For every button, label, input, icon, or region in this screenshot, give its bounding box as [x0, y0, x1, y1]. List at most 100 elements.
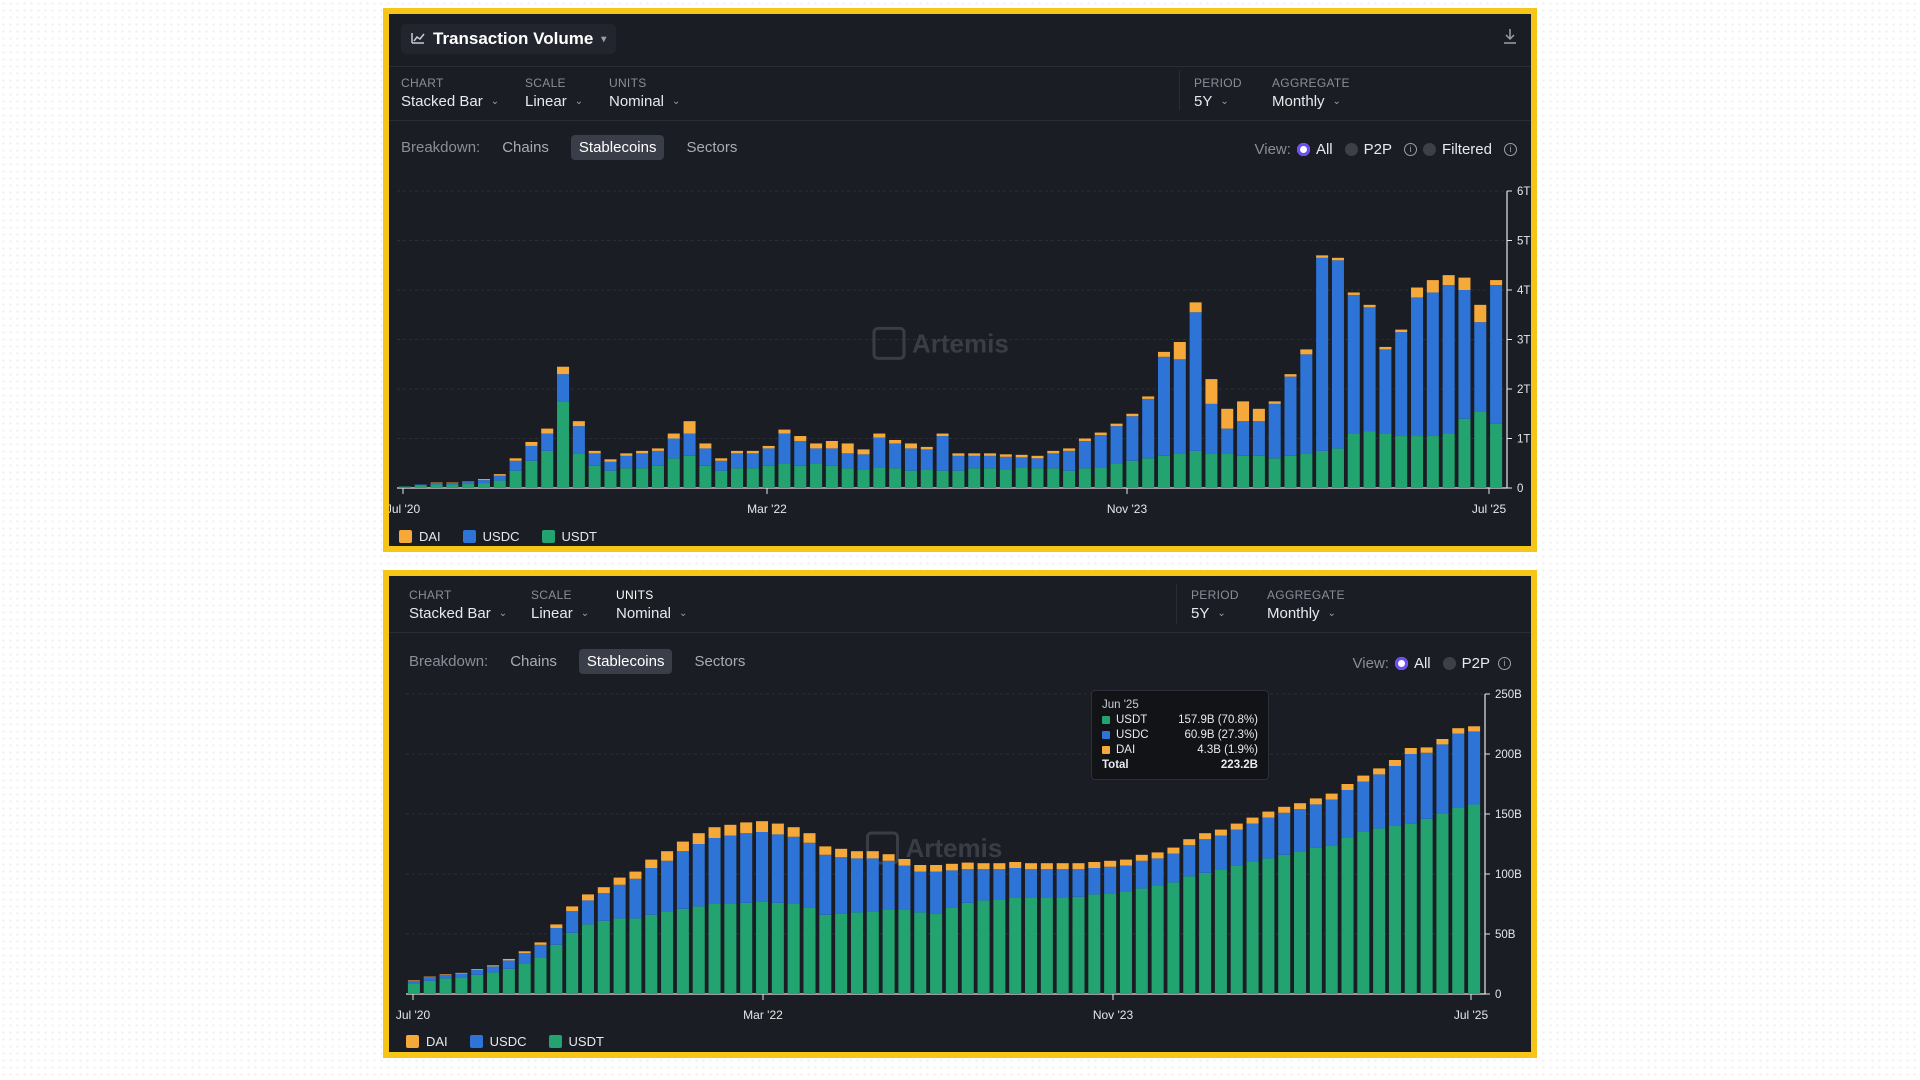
- bar-segment-dai[interactable]: [1411, 287, 1424, 298]
- bar-segment-dai[interactable]: [1040, 863, 1053, 870]
- units-control[interactable]: UNITS Nominal ⌄: [609, 76, 681, 110]
- bar-segment-dai[interactable]: [866, 851, 879, 859]
- view-filtered-radio[interactable]: [1422, 143, 1436, 156]
- bar-segment-usdc[interactable]: [841, 453, 854, 469]
- bar-segment-dai[interactable]: [534, 942, 547, 945]
- bar-segment-usdc[interactable]: [699, 448, 712, 466]
- bar-segment-usdc[interactable]: [1173, 359, 1186, 454]
- bar-segment-usdc[interactable]: [692, 844, 705, 907]
- bar-segment-dai[interactable]: [952, 453, 965, 456]
- bar-segment-usdt[interactable]: [993, 899, 1006, 994]
- bar-segment-dai[interactable]: [1252, 408, 1265, 422]
- bar-segment-usdc[interactable]: [993, 869, 1006, 900]
- bar-segment-usdt[interactable]: [667, 458, 680, 488]
- bar-segment-usdc[interactable]: [493, 475, 506, 481]
- bar-segment-dai[interactable]: [613, 877, 626, 885]
- bar-segment-usdt[interactable]: [936, 470, 949, 488]
- bar-segment-dai[interactable]: [1474, 304, 1487, 323]
- bar-segment-usdc[interactable]: [1031, 458, 1044, 469]
- bar-segment-usdt[interactable]: [1126, 460, 1139, 488]
- bar-segment-usdt[interactable]: [1388, 826, 1401, 994]
- bar-segment-usdt[interactable]: [850, 912, 863, 994]
- bar-segment-dai[interactable]: [993, 863, 1006, 870]
- view-all-radio[interactable]: [1394, 657, 1408, 670]
- bar-segment-dai[interactable]: [1341, 784, 1354, 790]
- bar-segment-dai[interactable]: [629, 871, 642, 879]
- bar-segment-usdt[interactable]: [1088, 894, 1101, 994]
- legend-item-usdt[interactable]: USDT: [548, 1034, 604, 1049]
- bar-segment-dai[interactable]: [1373, 768, 1386, 775]
- bar-segment-usdt[interactable]: [692, 906, 705, 994]
- bar-segment-dai[interactable]: [1278, 806, 1291, 813]
- bar-segment-dai[interactable]: [756, 821, 769, 832]
- chart-type-control[interactable]: CHART Stacked Bar ⌄: [409, 588, 508, 622]
- bar-segment-dai[interactable]: [1309, 798, 1322, 805]
- bar-segment-usdt[interactable]: [398, 486, 411, 488]
- bar-segment-usdc[interactable]: [581, 900, 594, 925]
- bar-segment-usdt[interactable]: [1379, 433, 1392, 488]
- bar-segment-dai[interactable]: [604, 459, 617, 462]
- bar-segment-dai[interactable]: [471, 969, 484, 970]
- tab-chains[interactable]: Chains: [502, 139, 549, 156]
- bar-segment-dai[interactable]: [525, 441, 538, 446]
- bar-segment-usdt[interactable]: [1363, 431, 1376, 488]
- bar-segment-usdt[interactable]: [1411, 436, 1424, 488]
- bar-segment-usdt[interactable]: [699, 465, 712, 488]
- bar-segment-usdt[interactable]: [866, 911, 879, 994]
- bar-segment-dai[interactable]: [803, 833, 816, 843]
- bar-segment-dai[interactable]: [557, 366, 570, 375]
- bar-segment-usdc[interactable]: [898, 865, 911, 910]
- bar-segment-usdc[interactable]: [1309, 804, 1322, 848]
- bar-segment-usdt[interactable]: [1420, 818, 1433, 994]
- bar-segment-usdt[interactable]: [1347, 433, 1360, 488]
- bar-segment-dai[interactable]: [1379, 346, 1392, 350]
- bar-segment-usdc[interactable]: [477, 480, 490, 484]
- bar-segment-dai[interactable]: [1357, 775, 1370, 782]
- bar-segment-usdc[interactable]: [1088, 868, 1101, 895]
- bar-segment-usdt[interactable]: [715, 470, 728, 488]
- bar-segment-usdc[interactable]: [550, 928, 563, 945]
- bar-segment-usdc[interactable]: [509, 460, 522, 471]
- bar-segment-usdt[interactable]: [455, 977, 468, 994]
- bar-segment-dai[interactable]: [1268, 401, 1281, 404]
- bar-segment-usdt[interactable]: [1230, 865, 1243, 994]
- bar-segment-dai[interactable]: [841, 443, 854, 454]
- bar-segment-usdc[interactable]: [1056, 869, 1069, 898]
- bar-segment-usdt[interactable]: [439, 978, 452, 994]
- bar-segment-usdt[interactable]: [803, 907, 816, 994]
- legend-item-usdt[interactable]: USDT: [541, 529, 597, 544]
- bar-segment-usdt[interactable]: [550, 944, 563, 994]
- bar-segment-dai[interactable]: [518, 951, 531, 954]
- bar-segment-usdc[interactable]: [1151, 858, 1164, 886]
- bar-segment-usdt[interactable]: [1474, 411, 1487, 488]
- bar-segment-usdt[interactable]: [762, 465, 775, 488]
- bar-segment-dai[interactable]: [1214, 829, 1227, 836]
- bar-segment-usdt[interactable]: [1316, 450, 1329, 488]
- bar-segment-dai[interactable]: [835, 848, 848, 858]
- bar-segment-usdt[interactable]: [1278, 854, 1291, 994]
- bar-segment-usdc[interactable]: [1325, 799, 1338, 846]
- bar-segment-dai[interactable]: [1167, 847, 1180, 854]
- bar-segment-usdc[interactable]: [708, 838, 721, 904]
- bar-segment-usdc[interactable]: [1395, 332, 1408, 437]
- bar-segment-usdt[interactable]: [1357, 832, 1370, 994]
- bar-segment-usdc[interactable]: [724, 835, 737, 904]
- bar-segment-dai[interactable]: [1047, 450, 1060, 454]
- bar-segment-usdt[interactable]: [1268, 458, 1281, 488]
- bar-segment-usdt[interactable]: [746, 468, 759, 488]
- bar-segment-dai[interactable]: [961, 862, 974, 870]
- bar-segment-dai[interactable]: [572, 421, 585, 427]
- bar-segment-usdt[interactable]: [756, 901, 769, 994]
- bar-segment-dai[interactable]: [1031, 455, 1044, 459]
- bar-segment-dai[interactable]: [477, 479, 490, 481]
- bar-segment-usdt[interactable]: [810, 463, 823, 488]
- bar-segment-dai[interactable]: [1015, 454, 1028, 458]
- bar-segment-usdc[interactable]: [1142, 398, 1155, 459]
- bar-segment-usdc[interactable]: [566, 911, 579, 933]
- bar-segment-usdt[interactable]: [1104, 893, 1117, 994]
- info-icon[interactable]: i: [1504, 143, 1517, 156]
- bar-segment-dai[interactable]: [898, 859, 911, 866]
- bar-segment-dai[interactable]: [1458, 277, 1471, 290]
- bar-segment-usdt[interactable]: [857, 469, 870, 488]
- bar-segment-dai[interactable]: [1110, 423, 1123, 427]
